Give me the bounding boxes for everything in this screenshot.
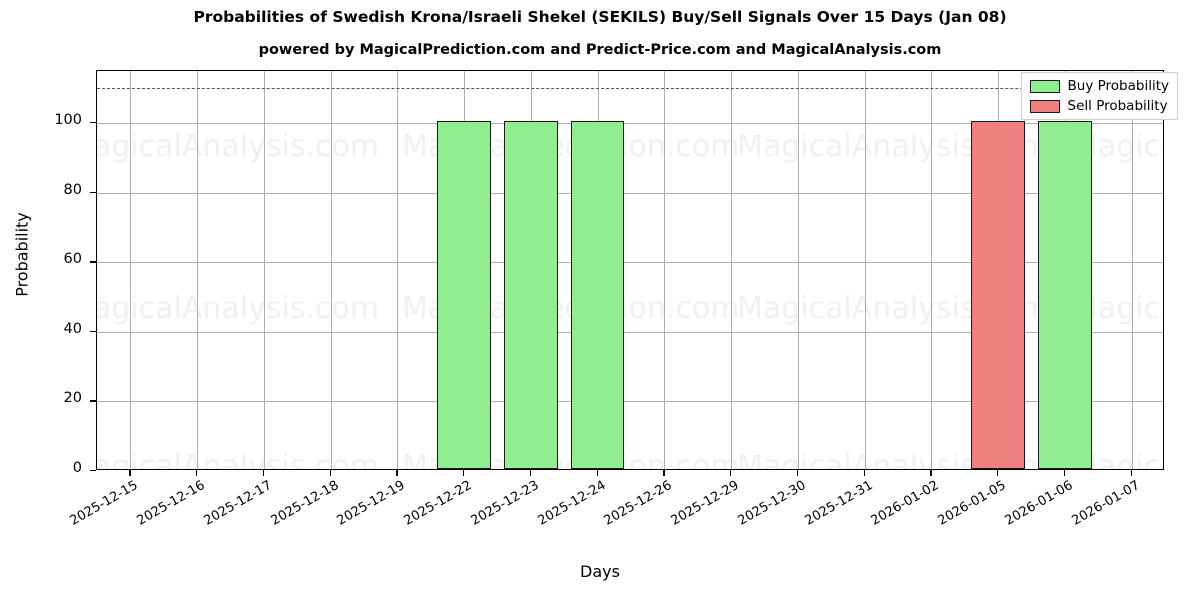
gridline-vertical — [263, 71, 265, 469]
bar-sell-2026-01-05[interactable] — [971, 121, 1025, 469]
chart-subtitle: powered by MagicalPrediction.com and Pre… — [258, 42, 942, 58]
x-axis-tick — [196, 470, 198, 476]
y-axis-tick — [90, 261, 96, 263]
gridline-horizontal — [97, 123, 1163, 125]
x-axis-tick — [262, 470, 265, 476]
x-axis-tick — [863, 470, 865, 476]
watermark-text: MagicalAnalysis.com — [97, 449, 380, 469]
threshold-dashed-line — [97, 88, 1163, 90]
gridline-horizontal — [97, 192, 1163, 194]
y-axis-tick-label: 80 — [63, 181, 82, 198]
x-axis-tick — [1063, 470, 1066, 476]
y-axis-tick-label: 100 — [54, 112, 82, 129]
x-axis-tick — [463, 470, 465, 476]
y-axis-tick — [90, 330, 96, 333]
chart-title: Probabilities of Swedish Krona/Israeli S… — [193, 8, 1007, 26]
gridline-vertical — [197, 71, 199, 469]
y-axis-tick — [90, 400, 96, 402]
x-axis-tick — [329, 470, 331, 476]
bar-buy-2026-01-06[interactable] — [1038, 121, 1092, 469]
legend-item-buy: Buy Probability — [1029, 78, 1169, 94]
gridline-horizontal — [97, 331, 1163, 333]
legend-label-sell: Sell Probability — [1067, 98, 1168, 114]
y-axis-tick — [90, 122, 96, 124]
x-axis-tick — [663, 470, 665, 476]
legend-item-sell: Sell Probability — [1029, 98, 1169, 114]
gridline-vertical — [1131, 71, 1133, 469]
y-axis-tick — [90, 191, 96, 194]
chart-legend: Buy Probability Sell Probability — [1020, 72, 1178, 120]
watermark-text: MagicalAnalysis.com — [97, 291, 380, 326]
gridline-vertical — [664, 71, 666, 469]
y-axis-title: Probability — [12, 212, 32, 297]
y-axis-tick — [90, 470, 96, 472]
y-axis-tick-label: 0 — [72, 460, 82, 476]
watermark-text: MagicalAnalysis.com — [97, 129, 380, 164]
bar-buy-2025-12-22[interactable] — [437, 121, 491, 469]
x-axis-tick — [997, 470, 999, 476]
gridline-horizontal — [97, 262, 1163, 264]
bar-buy-2025-12-23[interactable] — [504, 121, 558, 469]
x-axis-tick — [596, 470, 598, 476]
x-axis-tick — [1130, 470, 1132, 476]
x-axis-tick — [930, 470, 932, 476]
x-axis-tick — [730, 470, 732, 476]
gridline-vertical — [931, 71, 933, 469]
gridline-vertical — [797, 71, 799, 469]
x-axis-tick — [796, 470, 799, 476]
gridline-vertical — [731, 71, 733, 469]
gridline-horizontal — [97, 401, 1163, 403]
legend-swatch-sell — [1029, 99, 1060, 113]
y-axis-tick-label: 40 — [63, 320, 82, 337]
legend-label-buy: Buy Probability — [1067, 78, 1169, 94]
x-axis-tick — [129, 470, 131, 476]
gridline-vertical — [330, 71, 332, 469]
gridline-vertical — [397, 71, 399, 469]
gridline-vertical — [130, 71, 132, 469]
bar-buy-2025-12-24[interactable] — [570, 121, 625, 469]
y-axis-tick-label: 60 — [63, 251, 82, 268]
x-axis-title: Days — [580, 562, 620, 581]
x-axis-tick — [396, 470, 398, 476]
legend-swatch-buy — [1029, 79, 1060, 93]
x-axis-tick — [529, 470, 532, 476]
plot-area: MagicalAnalysis.comMagicalPrediction.com… — [96, 70, 1164, 470]
gridline-vertical — [864, 71, 866, 469]
y-axis-tick-label: 20 — [63, 390, 82, 407]
